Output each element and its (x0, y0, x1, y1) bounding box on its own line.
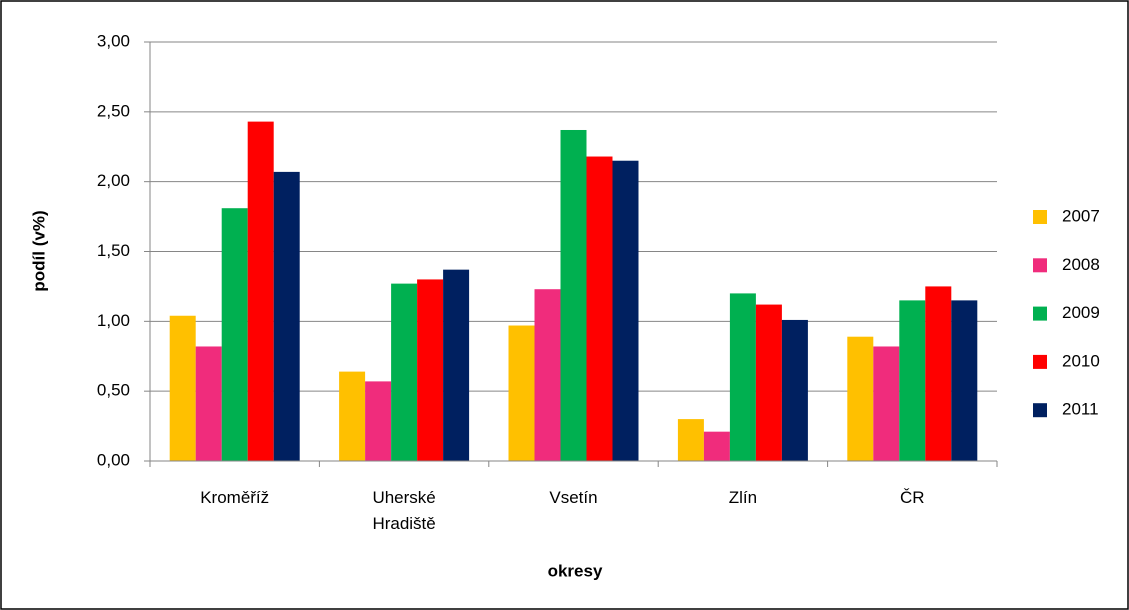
y-axis-title: podíl (v%) (29, 210, 48, 291)
bar (729, 293, 756, 461)
bar (391, 283, 418, 461)
y-tick-label: 1,50 (97, 241, 130, 260)
bar (339, 371, 366, 461)
bar (951, 300, 978, 461)
bar (677, 419, 704, 461)
legend-swatch (1033, 403, 1047, 418)
x-axis-title: okresy (548, 561, 603, 580)
bar (873, 346, 900, 461)
x-tick-label: Kroměříž (200, 488, 270, 507)
bar (755, 304, 782, 461)
bar (781, 319, 808, 461)
bar (847, 336, 874, 461)
bar (443, 269, 470, 461)
bar (169, 315, 196, 461)
legend-swatch (1033, 306, 1047, 321)
x-tick-label: Vsetín (549, 488, 598, 507)
bar (273, 171, 300, 461)
y-tick-label: 2,00 (97, 171, 130, 190)
bar (247, 121, 274, 462)
bar (703, 431, 730, 461)
legend-swatch (1033, 258, 1047, 273)
y-tick-label: 0,00 (97, 450, 130, 469)
x-tick-label: Zlín (728, 488, 758, 507)
bar (560, 129, 587, 462)
bar (221, 208, 248, 461)
bar (195, 346, 222, 461)
legend-swatch (1033, 210, 1047, 224)
bar (925, 286, 952, 461)
legend-label: 2008 (1062, 255, 1100, 274)
legend-label: 2009 (1062, 303, 1100, 322)
bar (534, 289, 561, 461)
legend-label: 2011 (1062, 400, 1099, 419)
x-tick-label: ČR (900, 488, 925, 507)
y-tick-label: 0,50 (97, 381, 130, 400)
y-tick-label: 2,50 (97, 101, 130, 120)
x-tick-label: Uherské Hradiště (372, 488, 436, 533)
bar (508, 325, 535, 461)
bar (417, 279, 444, 461)
bar (365, 381, 392, 461)
legend-swatch (1033, 354, 1047, 369)
bar (586, 156, 613, 461)
y-tick-label: 1,00 (97, 311, 130, 330)
y-tick-label: 3,00 (97, 31, 130, 50)
bar (612, 160, 639, 461)
bar (899, 300, 926, 461)
legend-label: 2007 (1062, 206, 1100, 225)
legend-label: 2010 (1062, 351, 1100, 370)
